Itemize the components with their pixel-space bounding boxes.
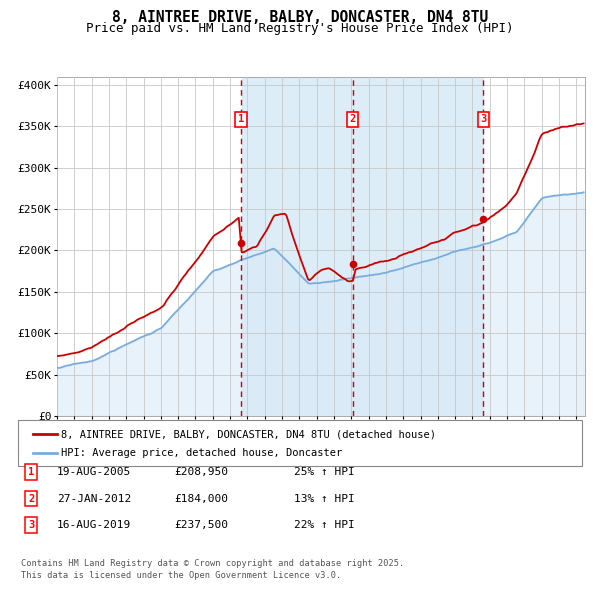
Text: 1: 1 [28, 467, 34, 477]
Text: 27-JAN-2012: 27-JAN-2012 [57, 494, 131, 503]
Text: 19-AUG-2005: 19-AUG-2005 [57, 467, 131, 477]
Text: 8, AINTREE DRIVE, BALBY, DONCASTER, DN4 8TU: 8, AINTREE DRIVE, BALBY, DONCASTER, DN4 … [112, 10, 488, 25]
Text: 8, AINTREE DRIVE, BALBY, DONCASTER, DN4 8TU (detached house): 8, AINTREE DRIVE, BALBY, DONCASTER, DN4 … [61, 430, 436, 440]
Text: 2: 2 [349, 114, 356, 124]
Text: 3: 3 [28, 520, 34, 530]
Text: 22% ↑ HPI: 22% ↑ HPI [294, 520, 355, 530]
Text: 2: 2 [28, 494, 34, 503]
Text: £184,000: £184,000 [174, 494, 228, 503]
Text: Contains HM Land Registry data © Crown copyright and database right 2025.: Contains HM Land Registry data © Crown c… [21, 559, 404, 568]
Text: This data is licensed under the Open Government Licence v3.0.: This data is licensed under the Open Gov… [21, 571, 341, 579]
Text: 25% ↑ HPI: 25% ↑ HPI [294, 467, 355, 477]
Text: 16-AUG-2019: 16-AUG-2019 [57, 520, 131, 530]
Text: HPI: Average price, detached house, Doncaster: HPI: Average price, detached house, Donc… [61, 448, 343, 458]
Text: £237,500: £237,500 [174, 520, 228, 530]
Text: Price paid vs. HM Land Registry's House Price Index (HPI): Price paid vs. HM Land Registry's House … [86, 22, 514, 35]
Text: 1: 1 [238, 114, 244, 124]
Text: 13% ↑ HPI: 13% ↑ HPI [294, 494, 355, 503]
Text: £208,950: £208,950 [174, 467, 228, 477]
Text: 3: 3 [480, 114, 487, 124]
